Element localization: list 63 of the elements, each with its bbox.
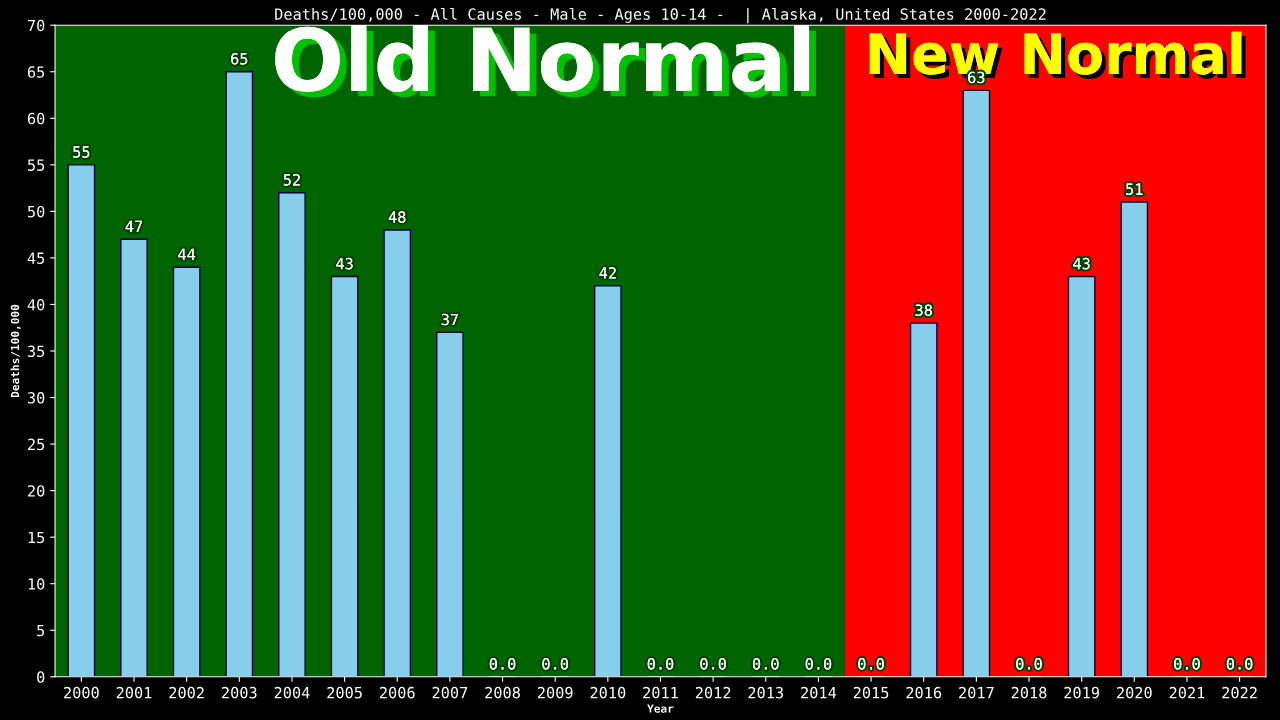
y-tick-label: 65 xyxy=(27,66,45,78)
y-tick-label: 60 xyxy=(27,112,45,125)
y-tick-label: 5 xyxy=(37,624,45,637)
y-tick-label: 55 xyxy=(27,159,45,171)
y-tick-label: 15 xyxy=(28,531,45,544)
y-tick-label: 20 xyxy=(28,485,45,497)
x-tick-label: 2008 xyxy=(485,686,520,699)
y-tick-label: 35 xyxy=(27,345,45,358)
x-tick-label: 2021 xyxy=(1169,686,1205,699)
data-label: 0.0 xyxy=(1226,658,1253,670)
x-axis-title: Year xyxy=(647,704,674,713)
x-tick-label: 2018 xyxy=(1011,686,1047,699)
data-label: 51 xyxy=(1126,183,1143,195)
band-label: Old Normal xyxy=(275,25,816,98)
x-tick-label: 2007 xyxy=(432,686,468,699)
data-label: 0.0 xyxy=(752,658,779,670)
x-tick-label: 2002 xyxy=(169,686,204,699)
data-label: 0.0 xyxy=(489,658,516,670)
x-tick-label: 2004 xyxy=(274,686,310,699)
y-tick-label: 45 xyxy=(27,252,45,264)
x-tick-label: 2016 xyxy=(906,686,942,699)
x-tick-label: 2001 xyxy=(116,686,152,699)
data-label: 0.0 xyxy=(858,658,884,670)
data-label: 0.0 xyxy=(805,658,832,670)
data-label: 43 xyxy=(1073,257,1090,270)
data-label: 48 xyxy=(388,211,406,223)
y-tick-label: 25 xyxy=(28,438,45,451)
x-tick-label: 2019 xyxy=(1064,686,1100,699)
y-tick-label: 40 xyxy=(27,298,45,311)
data-label: 55 xyxy=(73,146,90,158)
data-label: 52 xyxy=(283,174,300,186)
x-tick-label: 2010 xyxy=(590,686,626,699)
data-label: 42 xyxy=(599,267,616,279)
data-label: 65 xyxy=(231,53,248,65)
x-tick-label: 2017 xyxy=(959,686,994,699)
x-tick-label: 2011 xyxy=(643,686,678,699)
x-tick-label: 2000 xyxy=(64,686,99,699)
x-tick-label: 2005 xyxy=(327,686,362,699)
y-tick-label: 50 xyxy=(27,205,45,218)
data-label: 44 xyxy=(178,248,196,260)
x-tick-label: 2012 xyxy=(695,686,731,699)
y-tick-label: 10 xyxy=(28,578,45,590)
x-tick-label: 2013 xyxy=(748,686,784,699)
x-tick-label: 2014 xyxy=(801,686,837,699)
x-tick-label: 2006 xyxy=(379,686,415,699)
data-label: 0.0 xyxy=(700,658,726,670)
x-tick-label: 2009 xyxy=(537,686,573,699)
y-axis-title: Deaths/100,000 xyxy=(10,304,21,398)
y-tick-label: 30 xyxy=(27,392,45,404)
data-label: 0.0 xyxy=(1016,658,1042,670)
y-tick-label: 0 xyxy=(37,671,45,683)
y-tick-label: 70 xyxy=(27,19,45,32)
x-tick-label: 2003 xyxy=(222,686,257,699)
data-label: 0.0 xyxy=(647,658,674,670)
x-tick-label: 2022 xyxy=(1222,686,1257,699)
x-tick-label: 2020 xyxy=(1117,686,1152,699)
x-tick-label: 2015 xyxy=(853,686,889,699)
data-label: 0.0 xyxy=(1174,658,1200,670)
data-label: 43 xyxy=(336,257,353,270)
data-label: 37 xyxy=(441,313,458,326)
data-label: 47 xyxy=(125,220,143,232)
data-label: 38 xyxy=(915,304,932,316)
data-label: 0.0 xyxy=(542,658,568,670)
